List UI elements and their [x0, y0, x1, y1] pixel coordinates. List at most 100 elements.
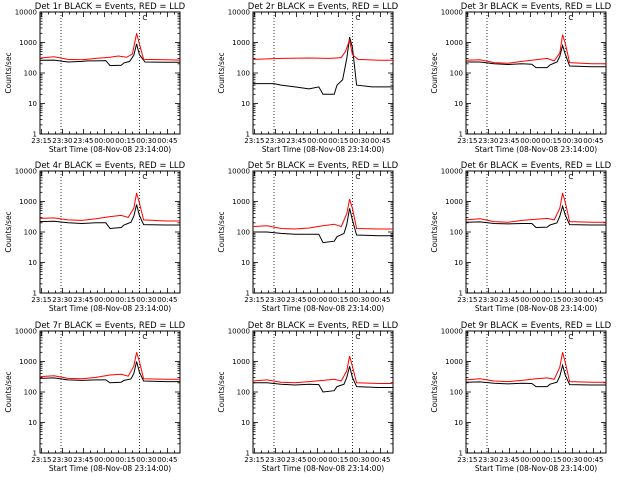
x-tick-label: 00:00 — [520, 456, 540, 464]
x-tick-label: 23:15 — [244, 296, 264, 304]
y-tick-label: 10 — [28, 259, 37, 267]
x-tick-label: 00:00 — [94, 296, 114, 304]
x-tick-label: 23:15 — [31, 456, 51, 464]
lld-rate-line — [39, 352, 180, 380]
y-tick-label: 1000 — [445, 39, 463, 47]
x-axis-label: Start Time (08-Nov-08 23:14:00) — [262, 464, 384, 473]
y-tick-label: 10 — [241, 419, 250, 427]
panel-title: Det 5r BLACK = Events, RED = LLD — [248, 161, 399, 171]
lld-rate-line — [465, 34, 606, 65]
x-tick-label: 00:45 — [157, 456, 177, 464]
y-axis-label: Counts/sec — [430, 371, 439, 412]
lld-rate-line — [39, 33, 181, 61]
x-tick-label: 00:15 — [328, 137, 348, 145]
x-tick-label: 23:30 — [265, 456, 285, 464]
x-tick-label: 23:15 — [31, 137, 51, 145]
x-tick-label: 23:30 — [52, 137, 72, 145]
y-tick-label: 1 — [246, 131, 250, 139]
y-tick-label: 100 — [450, 389, 463, 397]
x-tick-label: 00:45 — [583, 456, 603, 464]
attenuator-marker-label: C — [355, 333, 360, 341]
panel-title: Det 4r BLACK = Events, RED = LLD — [35, 161, 186, 171]
y-tick-label: 10 — [454, 419, 463, 427]
detector-panel-1: Det 1r BLACK = Events, RED = LLD 1 10 100 10… — [4, 2, 186, 154]
x-tick-label: 00:30 — [349, 137, 369, 145]
y-tick-label: 1 — [33, 131, 37, 139]
x-tick-label: 00:45 — [370, 296, 390, 304]
attenuator-marker-label: C — [355, 173, 360, 181]
x-tick-label: 00:00 — [307, 296, 327, 304]
x-tick-label: 00:15 — [115, 296, 135, 304]
x-tick-label: 00:45 — [370, 456, 390, 464]
y-tick-label: 10 — [454, 100, 463, 108]
x-tick-label: 23:45 — [73, 137, 93, 145]
x-tick-label: 00:30 — [136, 296, 156, 304]
x-tick-label: 00:30 — [136, 456, 156, 464]
x-tick-label: 00:00 — [307, 137, 327, 145]
y-tick-label: 10000 — [15, 168, 37, 176]
x-axis-label: Start Time (08-Nov-08 23:14:00) — [475, 304, 597, 313]
x-axis-label: Start Time (08-Nov-08 23:14:00) — [49, 304, 171, 313]
x-tick-label: 23:45 — [286, 296, 306, 304]
attenuator-marker-label: C — [568, 173, 573, 181]
panel-title: Det 7r BLACK = Events, RED = LLD — [35, 321, 186, 331]
lld-rate-line — [465, 192, 606, 223]
x-tick-label: 00:15 — [115, 137, 135, 145]
x-tick-label: 00:00 — [307, 456, 327, 464]
y-tick-label: 10000 — [441, 9, 463, 17]
detector-panel-3: Det 3r BLACK = Events, RED = LLD 1 10 100 10… — [430, 2, 612, 154]
x-tick-label: 00:15 — [328, 296, 348, 304]
x-tick-label: 00:45 — [583, 137, 603, 145]
attenuator-marker-label: C — [568, 14, 573, 22]
x-axis-label: Start Time (08-Nov-08 23:14:00) — [475, 464, 597, 473]
detector-panel-6: Det 6r BLACK = Events, RED = LLD 1 10 100 10… — [430, 161, 612, 313]
x-tick-label: 00:00 — [520, 296, 540, 304]
events-rate-line — [39, 204, 180, 230]
lld-rate-line — [252, 38, 393, 61]
y-axis-label: Counts/sec — [4, 371, 13, 412]
y-tick-label: 10 — [241, 100, 250, 108]
x-tick-label: 00:45 — [370, 137, 390, 145]
attenuator-marker-label: C — [142, 173, 147, 181]
y-tick-label: 1 — [246, 290, 250, 298]
x-tick-label: 23:45 — [499, 296, 519, 304]
events-rate-line — [253, 366, 393, 393]
x-axis-label: Start Time (08-Nov-08 23:14:00) — [262, 304, 384, 313]
x-tick-label: 23:15 — [244, 456, 264, 464]
x-tick-label: 00:30 — [136, 137, 156, 145]
y-tick-label: 100 — [237, 70, 250, 78]
y-axis-label: Counts/sec — [4, 52, 13, 93]
x-tick-label: 23:15 — [457, 296, 477, 304]
x-tick-label: 00:30 — [562, 296, 582, 304]
y-axis-label: Counts/sec — [430, 211, 439, 252]
x-tick-label: 00:00 — [94, 137, 114, 145]
y-tick-label: 100 — [237, 229, 250, 237]
detector-panel-7: Det 7r BLACK = Events, RED = LLD 1 10 100 10… — [4, 321, 186, 473]
y-tick-label: 1000 — [19, 198, 37, 206]
y-tick-label: 1 — [459, 450, 463, 458]
attenuator-marker-label: C — [142, 14, 147, 22]
y-tick-label: 10000 — [441, 168, 463, 176]
y-axis-label: Counts/sec — [430, 52, 439, 93]
y-tick-label: 1000 — [19, 39, 37, 47]
x-tick-label: 23:15 — [31, 296, 51, 304]
panel-title: Det 9r BLACK = Events, RED = LLD — [461, 321, 612, 331]
y-tick-label: 100 — [24, 70, 37, 78]
x-tick-label: 00:15 — [541, 137, 561, 145]
detector-panel-8: Det 8r BLACK = Events, RED = LLD 1 10 100 10… — [217, 321, 399, 473]
y-tick-label: 10000 — [228, 328, 250, 336]
x-tick-label: 23:45 — [73, 456, 93, 464]
y-tick-label: 10000 — [228, 168, 250, 176]
x-tick-label: 23:45 — [286, 137, 306, 145]
lld-rate-line — [39, 192, 180, 222]
y-tick-label: 1000 — [232, 198, 250, 206]
x-tick-label: 00:30 — [349, 296, 369, 304]
y-tick-label: 100 — [24, 229, 37, 237]
x-tick-label: 23:30 — [478, 296, 498, 304]
y-tick-label: 10000 — [15, 328, 37, 336]
detector-panel-9: Det 9r BLACK = Events, RED = LLD 1 10 100 10… — [430, 321, 612, 473]
x-tick-label: 00:15 — [541, 296, 561, 304]
x-tick-label: 23:15 — [244, 137, 264, 145]
y-axis-label: Counts/sec — [4, 211, 13, 252]
y-tick-label: 1 — [33, 290, 37, 298]
